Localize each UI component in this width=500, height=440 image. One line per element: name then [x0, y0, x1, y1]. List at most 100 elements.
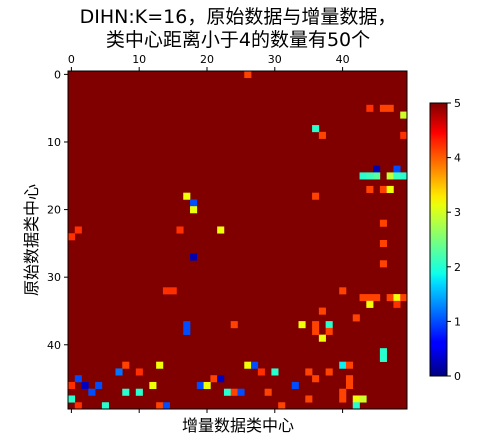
heatmap-cell — [183, 192, 191, 200]
heatmap-cell — [203, 381, 211, 390]
heatmap-cell — [312, 375, 320, 383]
heatmap-cell — [237, 388, 245, 396]
heatmap-cell — [325, 321, 333, 329]
heatmap-cell — [88, 388, 96, 396]
plot-frame — [67, 70, 408, 410]
heatmap-cell — [68, 233, 76, 241]
heatmap-cell — [156, 402, 164, 410]
heatmap-cell — [68, 381, 76, 390]
heatmap-cell — [379, 348, 387, 356]
heatmap-cell — [400, 172, 408, 180]
chart-title-line-1: DIHN:K=16，原始数据与增量数据， — [80, 6, 397, 28]
heatmap-cell — [339, 395, 347, 403]
heatmap-cell — [156, 361, 164, 369]
heatmap-plot — [68, 71, 408, 410]
heatmap-cell — [210, 375, 218, 383]
heatmap-cell — [278, 402, 286, 410]
x-tick-label: 10 — [132, 53, 146, 66]
heatmap-cell — [115, 368, 123, 376]
y-axis-label: 原始数据类中心 — [22, 184, 41, 296]
heatmap-cell — [169, 287, 177, 295]
heatmap-cell — [190, 253, 198, 261]
heatmap-cell — [400, 111, 408, 119]
heatmap-cell — [81, 381, 89, 390]
heatmap-cell — [379, 104, 387, 112]
y-tick-label: 0 — [54, 68, 61, 81]
y-tick-label: 30 — [47, 271, 61, 284]
heatmap-cell — [352, 402, 360, 410]
heatmap-cell — [196, 381, 204, 390]
heatmap-cell — [339, 361, 347, 369]
x-axis-ticks: 0 10 20 30 40 — [68, 53, 350, 413]
heatmap-cell — [373, 294, 381, 302]
heatmap-cell — [122, 361, 130, 369]
heatmap-cell — [393, 300, 401, 308]
heatmap-cell — [325, 327, 333, 335]
colorbar — [429, 102, 448, 377]
colorbar-tick-label: 0 — [454, 370, 461, 383]
heatmap-cell — [345, 361, 354, 369]
colorbar-tick-label: 4 — [454, 152, 461, 165]
heatmap-cell — [339, 388, 347, 396]
heatmap-cell — [190, 206, 198, 214]
y-tick-label: 20 — [47, 204, 61, 217]
heatmap-cell — [379, 354, 387, 362]
heatmap-cell — [162, 402, 170, 410]
heatmap-cell — [393, 165, 401, 173]
heatmap-cell — [223, 388, 232, 396]
heatmap-cell — [183, 327, 191, 335]
heatmap-cell — [74, 402, 82, 410]
heatmap-cell — [366, 294, 374, 302]
x-tick-label: 0 — [68, 53, 75, 66]
x-tick-label: 20 — [200, 53, 214, 66]
heatmap-cell — [305, 368, 313, 376]
heatmap-cell — [359, 395, 367, 403]
heatmap-cell — [312, 327, 320, 335]
heatmap-cell — [386, 185, 394, 193]
heatmap-cell — [312, 125, 320, 133]
heatmap-cell — [325, 368, 333, 376]
heatmap-cell — [230, 321, 238, 329]
y-axis-ticks: 0 10 20 30 40 — [47, 68, 68, 352]
heatmap-cell — [352, 395, 360, 403]
heatmap-cell — [230, 388, 238, 396]
heatmap-cell — [359, 294, 367, 302]
heatmap-cell — [366, 104, 374, 112]
heatmap-cell — [135, 368, 143, 376]
heatmap-cell — [312, 192, 320, 200]
heatmap-background — [68, 71, 407, 409]
heatmap-cell — [366, 185, 374, 193]
heatmap-cell — [386, 104, 394, 112]
heatmap-cell — [183, 321, 191, 329]
colorbar-tick-label: 3 — [454, 206, 461, 219]
x-axis-label: 增量数据类中心 — [182, 416, 294, 435]
heatmap-cell — [373, 165, 381, 173]
heatmap-cell — [68, 395, 76, 403]
heatmap-cell — [345, 375, 354, 383]
heatmap-cell — [359, 172, 367, 180]
heatmap-cell — [339, 287, 347, 295]
heatmap-cell — [176, 226, 184, 234]
heatmap-cell — [386, 172, 394, 180]
heatmap-cell — [95, 381, 103, 390]
heatmap-cell — [101, 402, 109, 410]
colorbar-tick-label: 5 — [454, 97, 461, 110]
heatmap-cell — [251, 361, 259, 369]
heatmap-cell — [135, 388, 143, 396]
heatmap-cell — [379, 260, 387, 268]
heatmap-cell — [244, 361, 252, 369]
heatmap-cell — [352, 314, 360, 322]
heatmap-cell — [386, 294, 394, 302]
heatmap-cell — [366, 300, 374, 308]
colorbar-tick-label: 1 — [454, 315, 461, 328]
heatmap-cell — [318, 131, 326, 139]
heatmap-cell — [217, 375, 225, 383]
heatmap-cell — [298, 321, 306, 329]
heatmap-cell — [318, 334, 326, 342]
colorbar-ticks: 0 1 2 3 4 5 — [447, 97, 461, 383]
heatmap-cell — [366, 172, 374, 180]
heatmap-cell — [149, 381, 157, 390]
heatmap-cell — [312, 321, 320, 329]
heatmap-cell — [291, 381, 299, 390]
